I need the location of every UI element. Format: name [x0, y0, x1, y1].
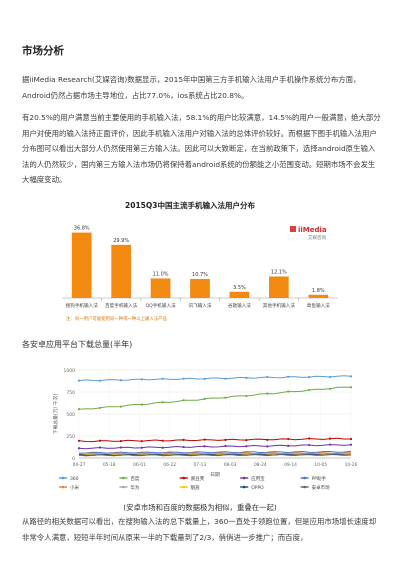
series-1 [77, 375, 353, 382]
bar-value-label: 3.5% [233, 285, 246, 291]
bar-value-label: 11.0% [153, 271, 169, 277]
logo-subtext: 艾媒咨询 [308, 234, 326, 241]
bar [150, 278, 171, 298]
category-label: 讯飞输入法 [189, 302, 212, 309]
series-line [78, 450, 352, 454]
category-label: 章鱼输入法 [307, 302, 330, 309]
bar-chart-figure: 2015Q3中国主流手机输入法用户分布 iiMedia 艾媒咨询 36.8% 搜狗手机输… [52, 196, 348, 332]
x-tick-label: 04-27 [73, 462, 86, 468]
legend-label: 豌豆荚 [191, 475, 205, 482]
category-label: 其他手机输入法 [263, 302, 296, 309]
section-heading: 市场分析 [22, 45, 64, 57]
category-label: 搜狗手机输入法 [66, 302, 99, 309]
conclusion-paragraph: 从路径的相关数据可以看出，在搜狗输入法的总下载量上，360一直处于领跑位置，但是… [22, 517, 377, 542]
series-3 [77, 437, 353, 443]
legend-item: 豌豆荚 [179, 475, 205, 482]
legend-marker [303, 485, 306, 489]
legend-label: 华为 [130, 484, 139, 491]
category-label: 百度手机输入法 [105, 302, 138, 309]
legend-marker [242, 485, 246, 489]
chart-background [33, 360, 363, 500]
legend-item: 安卓市场 [300, 484, 330, 491]
legend-item: 小米 [59, 484, 79, 491]
legend-item: 百度 [119, 475, 140, 482]
x-tick-label: 09-14 [284, 462, 297, 468]
legend-marker [242, 476, 246, 480]
x-axis-title: 日期 [210, 472, 220, 478]
bar-value-label: 10.7% [192, 272, 208, 278]
x-tick-label: 06-22 [163, 462, 176, 468]
line-chart: 0 250 500 750 1000 04-27 05-18 06-01 06-22 07-13 0… [33, 360, 363, 500]
line-chart-figure: 0 250 500 750 1000 04-27 05-18 06-01 06-22 07-13 0… [33, 360, 363, 500]
bar [190, 278, 210, 298]
legend-label: PP助手 [312, 475, 327, 482]
series-5 [78, 450, 352, 454]
y-tick-label: 1000 [64, 368, 76, 374]
series-line [78, 375, 352, 382]
legend-marker [182, 476, 186, 480]
chart-background [52, 196, 348, 332]
x-tick-label: 08-24 [254, 462, 267, 468]
chart-title: 2015Q3中国主流手机输入法用户分布 [125, 200, 255, 210]
legend-item: PP助手 [300, 475, 327, 482]
category-label: QQ手机输入法 [145, 302, 176, 309]
category-label: 谷歌输入法 [228, 302, 251, 309]
x-tick-label: 10-26 [345, 462, 358, 468]
series-4 [77, 443, 353, 450]
x-tick-label: 07-13 [194, 462, 207, 468]
x-tick-label: 05-18 [103, 462, 116, 468]
legend-marker [61, 485, 65, 489]
bar-value-label: 29.9% [113, 238, 129, 244]
bar [111, 244, 131, 298]
y-tick-label: 750 [66, 390, 75, 396]
legend-label: 360 [70, 476, 79, 482]
series-2 [77, 386, 353, 411]
series-point [349, 386, 353, 389]
legend-item: 360 [59, 476, 79, 482]
bar-value-label: 12.1% [271, 269, 287, 275]
y-tick-label: 0 [72, 456, 75, 462]
legend-label: 魅族 [191, 484, 200, 491]
series-line [78, 386, 352, 410]
bar-value-label: 1.8% [312, 288, 325, 294]
y-axis-title: 下载总量(万/ 千次) [52, 394, 59, 435]
download-section-title: 各安卓应用平台下载总量(半年) [22, 340, 133, 349]
analysis-paragraph: 有20.5%的用户满意当前主要使用的手机输入法，58.1%的用户比较满意，14.… [22, 113, 381, 184]
logo-text: iiMedia [298, 226, 327, 234]
intro-paragraph: 据iiMedia Research(艾媒咨询)数据显示，2015年中国第三方手机… [22, 75, 361, 100]
series-10 [78, 453, 352, 457]
legend-marker [122, 476, 125, 480]
legend-label: 百度 [130, 475, 139, 482]
x-tick-label: 08-03 [224, 462, 237, 468]
x-tick-label: 10-05 [314, 462, 327, 468]
series-line [78, 453, 352, 457]
chart-note: 注：同一用户可能使用同一种或一种以上输入法产品 [66, 315, 168, 322]
legend-label: 应用宝 [251, 475, 265, 482]
series-line [78, 437, 351, 443]
legend-label: 小米 [70, 484, 79, 491]
bar [229, 291, 250, 298]
legend-item: 华为 [119, 484, 140, 491]
bar [308, 294, 329, 298]
legend-item: OPPO [240, 485, 264, 491]
legend-marker [182, 485, 186, 489]
legend-marker [122, 485, 125, 489]
legend-marker [61, 476, 65, 480]
bar-value-label: 36.8% [74, 226, 90, 232]
x-tick-label: 06-01 [133, 462, 146, 468]
legend-item: 魅族 [179, 484, 200, 491]
y-tick-label: 250 [66, 434, 75, 440]
logo-mark [290, 226, 296, 232]
bar [71, 232, 92, 298]
chart-caption: (安卓市场和百度的数据极为相似，重叠在一起) [123, 503, 277, 512]
legend-label: OPPO [251, 485, 264, 491]
bar [269, 276, 289, 298]
legend-marker [303, 476, 306, 480]
legend-item: 应用宝 [240, 475, 265, 482]
series-line [78, 444, 352, 450]
legend-label: 安卓市场 [312, 484, 330, 491]
y-tick-label: 500 [66, 412, 75, 418]
